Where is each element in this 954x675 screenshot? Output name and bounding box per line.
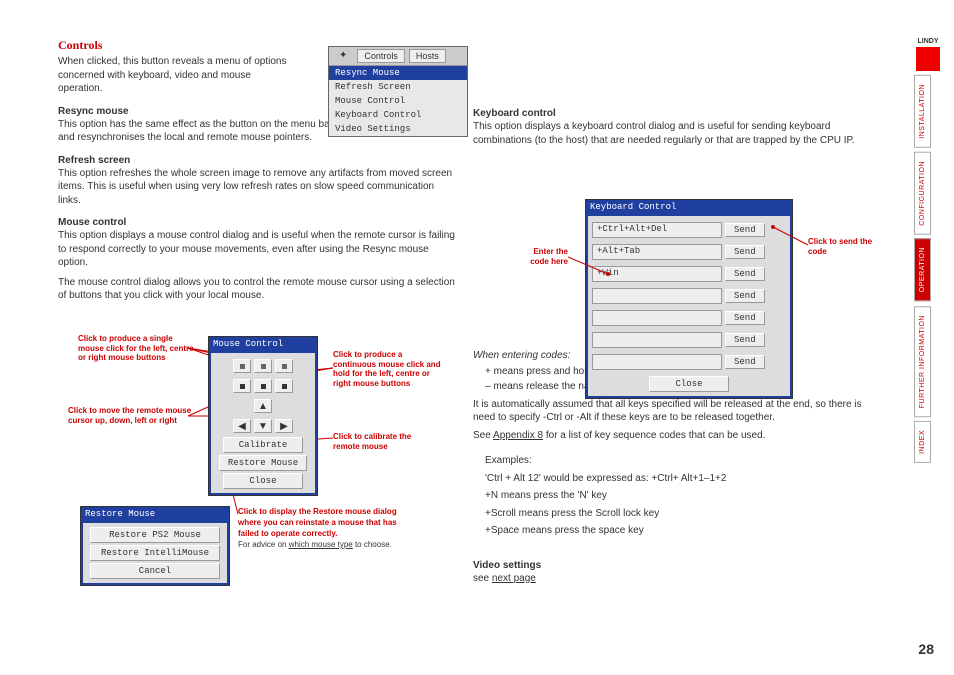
video-settings-heading: Video settings xyxy=(473,560,873,571)
see-text: see xyxy=(473,573,492,584)
annot-single-click: Click to produce a single mouse click fo… xyxy=(78,334,198,363)
menu-item[interactable]: Keyboard Control xyxy=(329,108,467,122)
send-button[interactable]: Send xyxy=(725,223,765,237)
hold-left-icon[interactable] xyxy=(233,379,251,393)
arrow-row2: ◀ ▼ ▶ xyxy=(233,419,293,433)
annot-restore-text2: For advice on xyxy=(238,540,289,549)
click-row xyxy=(233,359,293,373)
arrow-down-icon[interactable]: ▼ xyxy=(254,419,272,433)
restore-mouse-button[interactable]: Restore Mouse xyxy=(219,455,307,471)
mouse-control-dialog: Mouse Control ▲ ◀ ▼ ▶ Calibrate Restore … xyxy=(208,336,318,496)
restore-intelli-button[interactable]: Restore IntelliMouse xyxy=(90,545,220,561)
controls-menu: ✦ Controls Hosts Resync Mouse Refresh Sc… xyxy=(328,46,468,137)
kb-input[interactable]: +Win xyxy=(592,266,722,282)
refresh-heading: Refresh screen xyxy=(58,155,458,166)
hold-middle-icon[interactable] xyxy=(254,379,272,393)
menu-tab-hosts[interactable]: Hosts xyxy=(409,49,446,63)
tab-installation[interactable]: INSTALLATION xyxy=(914,75,931,148)
calibrate-button[interactable]: Calibrate xyxy=(223,437,303,453)
example-2: +N means press the 'N' key xyxy=(485,489,873,503)
refresh-text: This option refreshes the whole screen i… xyxy=(58,167,458,208)
tab-further-info[interactable]: FURTHER INFORMATION xyxy=(914,306,931,417)
appendix-link[interactable]: Appendix 8 xyxy=(493,430,543,441)
page-number: 28 xyxy=(918,641,934,657)
menu-item[interactable]: Refresh Screen xyxy=(329,80,467,94)
tab-index[interactable]: INDEX xyxy=(914,421,931,463)
arrow-right-icon[interactable]: ▶ xyxy=(275,419,293,433)
annot-restore-text: Click to display the Restore mouse dialo… xyxy=(238,507,397,538)
close-button[interactable]: Close xyxy=(223,473,303,489)
send-button[interactable]: Send xyxy=(725,267,765,281)
menu-tab-controls[interactable]: Controls xyxy=(357,49,405,63)
arrow-left-icon[interactable]: ◀ xyxy=(233,419,251,433)
kb-input[interactable] xyxy=(592,332,722,348)
send-button[interactable]: Send xyxy=(725,355,765,369)
menu-item[interactable]: Mouse Control xyxy=(329,94,467,108)
annot-restore-text3: to choose. xyxy=(353,540,392,549)
menu-item[interactable]: Video Settings xyxy=(329,122,467,136)
arrow-up-icon[interactable]: ▲ xyxy=(254,399,272,413)
click-left-icon[interactable] xyxy=(233,359,251,373)
left-column: Controls When clicked, this button revea… xyxy=(58,38,458,305)
mousectrl-heading: Mouse control xyxy=(58,217,458,228)
dialog-title: Keyboard Control xyxy=(586,200,792,214)
send-button[interactable]: Send xyxy=(725,289,765,303)
kb-input[interactable]: +Ctrl+Alt+Del xyxy=(592,222,722,238)
send-button[interactable]: Send xyxy=(725,245,765,259)
kb-input[interactable] xyxy=(592,354,722,370)
tab-operation[interactable]: OPERATION xyxy=(914,238,931,301)
brand-square xyxy=(916,47,940,71)
video-settings-text: see next page xyxy=(473,572,873,586)
menu-item[interactable]: Resync Mouse xyxy=(329,66,467,80)
sidebar-nav: LINDY INSTALLATION CONFIGURATION OPERATI… xyxy=(914,38,942,463)
menu-body: Resync Mouse Refresh Screen Mouse Contro… xyxy=(329,66,467,136)
send-button[interactable]: Send xyxy=(725,311,765,325)
see-text2: for a list of key sequence codes that ca… xyxy=(543,430,765,441)
hold-right-icon[interactable] xyxy=(275,379,293,393)
close-button[interactable]: Close xyxy=(649,376,729,392)
example-1: 'Ctrl + Alt 12' would be expressed as: +… xyxy=(485,472,873,486)
annot-move: Click to move the remote mouse cursor up… xyxy=(68,406,198,425)
keyboard-control-dialog: Keyboard Control +Ctrl+Alt+DelSend +Alt+… xyxy=(585,199,793,399)
kb-input[interactable] xyxy=(592,288,722,304)
restore-mouse-dialog: Restore Mouse Restore PS2 Mouse Restore … xyxy=(80,506,230,586)
example-4: +Space means press the space key xyxy=(485,524,873,538)
see-appendix: See Appendix 8 for a list of key sequenc… xyxy=(473,429,873,443)
examples-heading: Examples: xyxy=(485,454,873,468)
dialog-title: Mouse Control xyxy=(209,337,317,351)
cancel-button[interactable]: Cancel xyxy=(90,563,220,579)
kb-text: This option displays a keyboard control … xyxy=(473,120,873,147)
click-middle-icon[interactable] xyxy=(254,359,272,373)
right-column: Keyboard control This option displays a … xyxy=(473,108,873,587)
annot-calibrate: Click to calibrate the remote mouse xyxy=(333,432,433,451)
next-page-link[interactable]: next page xyxy=(492,573,536,584)
mouse-type-link[interactable]: which mouse type xyxy=(289,540,353,549)
kb-input[interactable] xyxy=(592,310,722,326)
intro-text: When clicked, this button reveals a menu… xyxy=(58,55,298,96)
see-text: See xyxy=(473,430,493,441)
kb-input[interactable]: +Alt+Tab xyxy=(592,244,722,260)
send-button[interactable]: Send xyxy=(725,333,765,347)
annot-click-hold: Click to produce a continuous mouse clic… xyxy=(333,350,443,388)
click-right-icon[interactable] xyxy=(275,359,293,373)
menu-header: ✦ Controls Hosts xyxy=(329,47,467,66)
tab-configuration[interactable]: CONFIGURATION xyxy=(914,152,931,235)
kb-heading: Keyboard control xyxy=(473,108,873,119)
annot-send-code: Click to send the code xyxy=(808,237,878,256)
annot-enter-code: Enter the code here xyxy=(513,247,568,266)
mousectrl-text1: This option displays a mouse control dia… xyxy=(58,229,458,270)
example-3: +Scroll means press the Scroll lock key xyxy=(485,507,873,521)
page-content: Controls When clicked, this button revea… xyxy=(58,38,878,638)
resync-text: This option has the same effect as the b… xyxy=(58,118,338,145)
brand-logo: LINDY xyxy=(914,38,942,45)
hold-row xyxy=(233,379,293,393)
mousectrl-text2: The mouse control dialog allows you to c… xyxy=(58,276,458,303)
arrow-row1: ▲ xyxy=(254,399,272,413)
annot-restore: Click to display the Restore mouse dialo… xyxy=(238,506,398,550)
dialog-title: Restore Mouse xyxy=(81,507,229,521)
release-note: It is automatically assumed that all key… xyxy=(473,398,873,425)
restore-ps2-button[interactable]: Restore PS2 Mouse xyxy=(90,527,220,543)
